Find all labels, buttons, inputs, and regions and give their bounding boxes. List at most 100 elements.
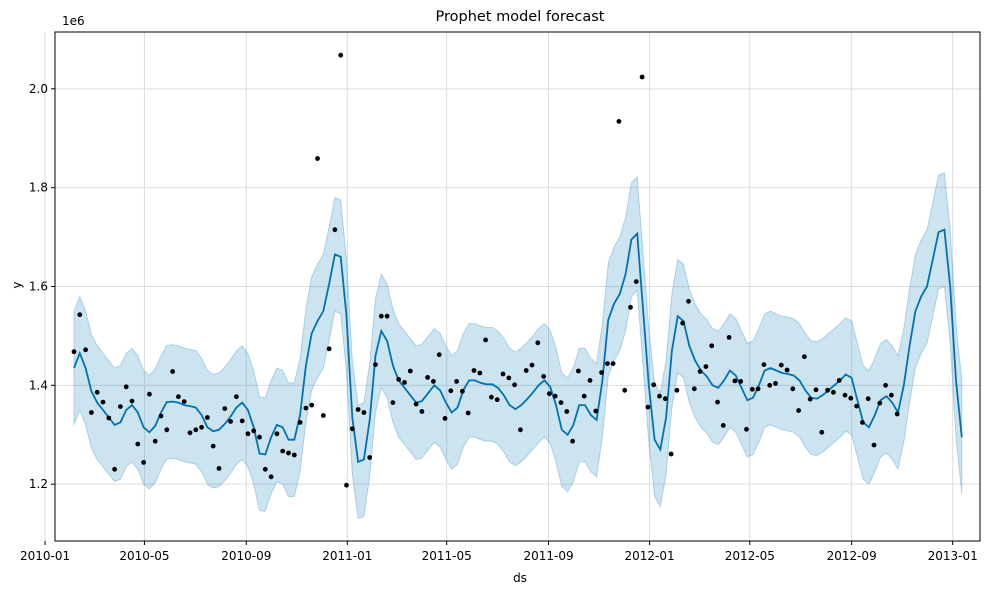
- observed-point: [610, 361, 616, 366]
- observed-point: [436, 352, 442, 358]
- observed-point: [865, 396, 871, 402]
- observed-point: [518, 427, 523, 433]
- observed-point: [506, 375, 512, 381]
- observed-point: [245, 431, 251, 437]
- observed-point: [355, 407, 361, 412]
- observed-point: [193, 427, 199, 433]
- x-tick-label: 2010-09: [221, 549, 271, 563]
- observed-point: [535, 340, 541, 346]
- observed-point: [349, 426, 355, 432]
- forecast-line: [73, 228, 963, 464]
- observed-point: [396, 377, 402, 382]
- observed-point: [158, 413, 164, 419]
- observed-point: [147, 391, 152, 397]
- observed-point: [448, 388, 454, 394]
- observed-point: [460, 388, 465, 394]
- observed-point: [726, 335, 732, 340]
- observed-point: [442, 416, 448, 421]
- observed-point: [326, 346, 332, 352]
- observed-point: [100, 399, 106, 405]
- observed-point: [576, 368, 581, 374]
- observed-point: [500, 371, 506, 377]
- observed-point: [344, 482, 349, 488]
- observed-point: [628, 304, 633, 310]
- observed-point: [373, 362, 378, 367]
- observed-point: [425, 375, 430, 380]
- observed-point: [419, 409, 425, 414]
- y-axis-ticks: 1.2 1.4 1.6 1.8 2.0: [29, 82, 55, 491]
- observed-point: [94, 389, 100, 395]
- observed-point: [616, 119, 622, 124]
- observed-point: [181, 399, 187, 404]
- observed-point: [732, 378, 738, 384]
- observed-point: [390, 400, 396, 405]
- observed-point: [686, 298, 691, 304]
- observed-point: [802, 354, 807, 360]
- x-axis-label: ds: [513, 571, 527, 585]
- observed-point: [605, 361, 610, 366]
- observed-point: [483, 337, 488, 343]
- observed-point: [106, 415, 112, 421]
- observed-point: [71, 349, 77, 355]
- observed-point: [773, 381, 778, 386]
- observed-point: [720, 423, 726, 428]
- observed-point: [112, 466, 117, 472]
- observed-point: [332, 227, 338, 233]
- observed-point: [593, 408, 599, 414]
- observed-point: [523, 368, 529, 373]
- observed-point: [651, 382, 657, 388]
- forecast-yhat-line: [73, 228, 963, 464]
- observed-point: [860, 420, 865, 425]
- observed-point: [744, 426, 749, 432]
- observed-point: [494, 397, 500, 403]
- observed-point: [199, 424, 205, 430]
- observed-point: [790, 386, 796, 392]
- observed-point: [778, 362, 784, 368]
- observed-point: [547, 391, 552, 397]
- observed-point: [465, 410, 471, 416]
- observed-point: [431, 379, 436, 384]
- observed-point: [89, 410, 94, 415]
- observed-point: [674, 387, 680, 393]
- observed-point: [599, 370, 604, 375]
- observed-point: [216, 466, 222, 471]
- x-tick-label: 2011-09: [523, 549, 573, 563]
- y-tick-label: 1.6: [29, 280, 48, 294]
- observed-point: [320, 413, 326, 418]
- observed-point: [697, 369, 703, 374]
- observed-point: [228, 419, 234, 424]
- observed-point: [477, 370, 483, 376]
- observed-point: [807, 396, 813, 402]
- observed-point: [703, 364, 709, 369]
- observed-point: [761, 362, 767, 367]
- observed-point: [454, 379, 459, 384]
- y-tick-label: 1.2: [29, 477, 48, 491]
- x-tick-label: 2011-01: [322, 549, 372, 563]
- observed-point: [176, 394, 181, 400]
- x-tick-label: 2012-09: [827, 549, 877, 563]
- observed-point: [894, 411, 900, 417]
- observed-point: [222, 406, 228, 411]
- y-tick-label: 1.4: [29, 378, 48, 392]
- x-tick-label: 2012-05: [725, 549, 775, 563]
- observed-point: [709, 343, 715, 349]
- observed-point: [622, 387, 628, 393]
- observed-point: [813, 387, 819, 393]
- observed-point: [842, 392, 848, 398]
- observed-point: [552, 393, 558, 399]
- observed-point: [303, 405, 309, 411]
- observed-point: [141, 460, 147, 465]
- x-tick-label: 2013-01: [928, 549, 978, 563]
- observed-point: [738, 379, 744, 384]
- observed-point: [187, 430, 193, 436]
- observed-point: [239, 418, 245, 424]
- observed-point: [205, 415, 210, 420]
- observed-point: [257, 434, 262, 440]
- observed-point: [657, 393, 662, 399]
- observed-point: [633, 279, 639, 284]
- x-tick-label: 2012-01: [625, 549, 675, 563]
- observed-point: [883, 382, 888, 388]
- observed-point: [135, 441, 141, 447]
- observed-point: [871, 442, 877, 448]
- observed-point: [309, 402, 315, 408]
